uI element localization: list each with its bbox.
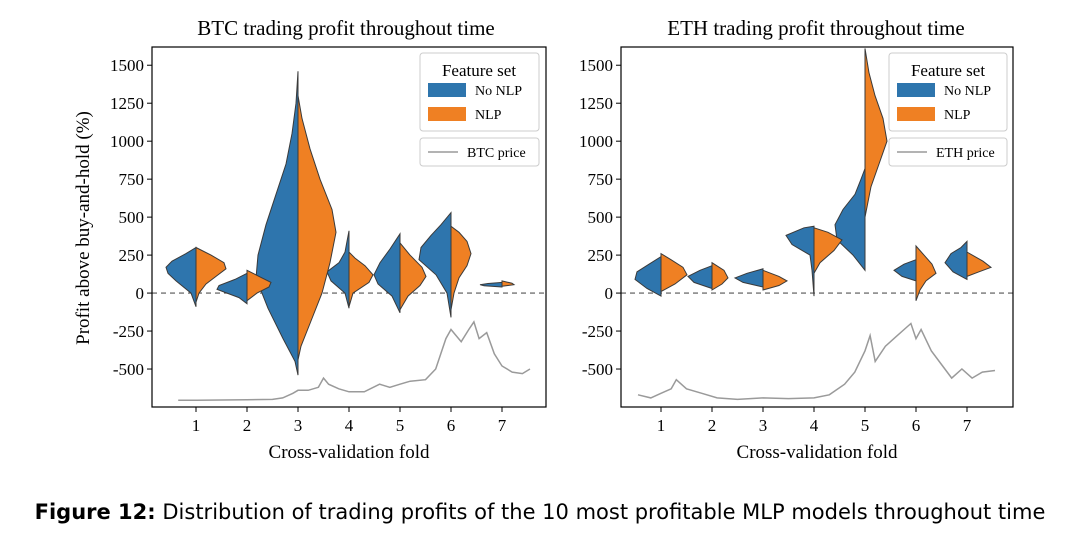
btc-x-tick-label: 1 xyxy=(192,416,201,435)
caption-text: Distribution of trading profits of the 1… xyxy=(162,500,1046,524)
eth-x-tick-label: 7 xyxy=(963,416,972,435)
eth-violin-no-nlp-fold-3 xyxy=(733,268,764,288)
eth-x-tick-label: 5 xyxy=(861,416,870,435)
eth-y-tick-label: 1250 xyxy=(579,94,613,113)
btc-plot-area: 1500 1250 1000 750 500 250 0 -250 -500 1 2 3 4 5 6 7 xyxy=(110,56,546,435)
btc-legend-title: Feature set xyxy=(442,61,516,80)
btc-violin-no-nlp-fold-7 xyxy=(479,281,503,288)
eth-y-tick-label: -250 xyxy=(582,322,613,341)
btc-chart-panel: BTC trading profit throughout time 15001… xyxy=(110,16,547,463)
eth-violin-no-nlp-fold-1 xyxy=(634,255,662,297)
btc-violin-nlp-fold-1 xyxy=(195,246,227,303)
btc-chart-title: BTC trading profit throughout time xyxy=(197,16,494,40)
eth-violin-nlp-fold-2 xyxy=(711,261,729,291)
btc-violin-nlp-fold-4 xyxy=(348,250,374,307)
eth-chart-panel: ETH trading profit throughout time 15001… xyxy=(579,16,1014,463)
eth-violin-nlp-fold-4 xyxy=(813,227,843,276)
btc-y-tick-label: 1000 xyxy=(110,132,144,151)
btc-y-tick-label: 750 xyxy=(119,170,145,189)
btc-violin-no-nlp-fold-6 xyxy=(418,211,452,318)
eth-legend-label-nlp: NLP xyxy=(944,108,971,123)
eth-x-axis-label: Cross-validation fold xyxy=(737,442,898,463)
figure-caption: Figure 12: Distribution of trading profi… xyxy=(0,500,1080,524)
btc-violin-no-nlp-fold-3 xyxy=(255,71,299,376)
btc-violin-nlp-fold-3 xyxy=(297,95,337,361)
eth-x-tick-label: 4 xyxy=(810,416,819,435)
btc-legend-label-no-nlp: No NLP xyxy=(475,84,522,99)
eth-y-tick-label: 250 xyxy=(588,246,614,265)
eth-violin-no-nlp-fold-6 xyxy=(893,258,917,282)
btc-legend-label-nlp: NLP xyxy=(475,108,502,123)
btc-y-tick-label: 250 xyxy=(119,246,145,265)
btc-violin-nlp-fold-5 xyxy=(399,241,427,312)
btc-x-tick-label: 7 xyxy=(498,416,507,435)
btc-legend: Feature set No NLP NLP BTC price xyxy=(419,52,540,167)
btc-x-tick-label: 5 xyxy=(396,416,405,435)
btc-violin-no-nlp-fold-4 xyxy=(326,230,350,309)
eth-violin-no-nlp-fold-4 xyxy=(785,225,815,297)
btc-violin-no-nlp-fold-5 xyxy=(373,232,401,314)
btc-y-tick-label: 1500 xyxy=(110,56,144,75)
btc-x-tick-label: 4 xyxy=(345,416,354,435)
btc-legend-swatch-nlp xyxy=(428,107,466,121)
btc-violin-nlp-fold-2 xyxy=(246,269,272,302)
btc-y-tick-label: -500 xyxy=(113,360,144,379)
eth-legend: Feature set No NLP NLP ETH price xyxy=(888,52,1008,167)
eth-x-tick-label: 1 xyxy=(657,416,666,435)
eth-y-tick-label: 1500 xyxy=(579,56,613,75)
btc-y-tick-label: 0 xyxy=(136,284,145,303)
btc-x-axis-label: Cross-validation fold xyxy=(269,442,430,463)
eth-violin-nlp-fold-5 xyxy=(864,48,888,218)
eth-plot-frame xyxy=(620,46,1014,408)
eth-y-tick-label: 1000 xyxy=(579,132,613,151)
btc-violin-nlp-fold-7 xyxy=(501,280,516,287)
eth-legend-title: Feature set xyxy=(911,61,985,80)
eth-x-tick-label: 3 xyxy=(759,416,768,435)
eth-y-tick-label: -500 xyxy=(582,360,613,379)
eth-violin-nlp-fold-6 xyxy=(915,244,937,301)
eth-y-tick-label: 0 xyxy=(605,284,614,303)
btc-price-legend-box xyxy=(419,137,540,167)
btc-violin-no-nlp-fold-2 xyxy=(216,272,248,305)
eth-plot-area: 1500 1250 1000 750 500 250 0 -250 -500 1 2 3 4 5 6 7 xyxy=(579,48,1013,435)
eth-price-line xyxy=(637,322,996,401)
btc-y-tick-label: -250 xyxy=(113,322,144,341)
eth-x-tick-label: 2 xyxy=(708,416,717,435)
btc-x-tick-label: 6 xyxy=(447,416,456,435)
eth-violin-nlp-fold-1 xyxy=(660,252,688,293)
eth-legend-swatch-no-nlp xyxy=(897,83,935,97)
btc-price-legend-label: BTC price xyxy=(467,146,526,161)
eth-y-tick-label: 750 xyxy=(588,170,614,189)
caption-label: Figure 12: xyxy=(34,500,156,524)
btc-y-tick-label: 1250 xyxy=(110,94,144,113)
eth-y-tick-label: 500 xyxy=(588,208,614,227)
btc-x-tick-label: 3 xyxy=(294,416,303,435)
eth-x-tick-label: 6 xyxy=(912,416,921,435)
btc-plot-frame xyxy=(151,46,547,408)
eth-legend-label-no-nlp: No NLP xyxy=(944,84,991,99)
eth-legend-swatch-nlp xyxy=(897,107,935,121)
eth-violin-no-nlp-fold-7 xyxy=(944,240,968,281)
eth-violin-nlp-fold-3 xyxy=(762,269,789,291)
btc-x-tick-label: 2 xyxy=(243,416,252,435)
btc-legend-swatch-no-nlp xyxy=(428,83,466,97)
btc-price-line xyxy=(178,320,531,401)
y-axis-label: Profit above buy-and-hold (%) xyxy=(73,111,94,345)
eth-violin-no-nlp-fold-5 xyxy=(834,168,866,272)
eth-price-legend-label: ETH price xyxy=(936,146,995,161)
eth-violin-no-nlp-fold-2 xyxy=(687,264,713,290)
eth-chart-title: ETH trading profit throughout time xyxy=(667,16,964,40)
btc-violin-no-nlp-fold-1 xyxy=(165,246,197,307)
btc-y-tick-label: 500 xyxy=(119,208,145,227)
eth-price-legend-box xyxy=(888,137,1008,167)
btc-violin-nlp-fold-6 xyxy=(450,225,472,310)
eth-violin-nlp-fold-7 xyxy=(966,251,993,278)
